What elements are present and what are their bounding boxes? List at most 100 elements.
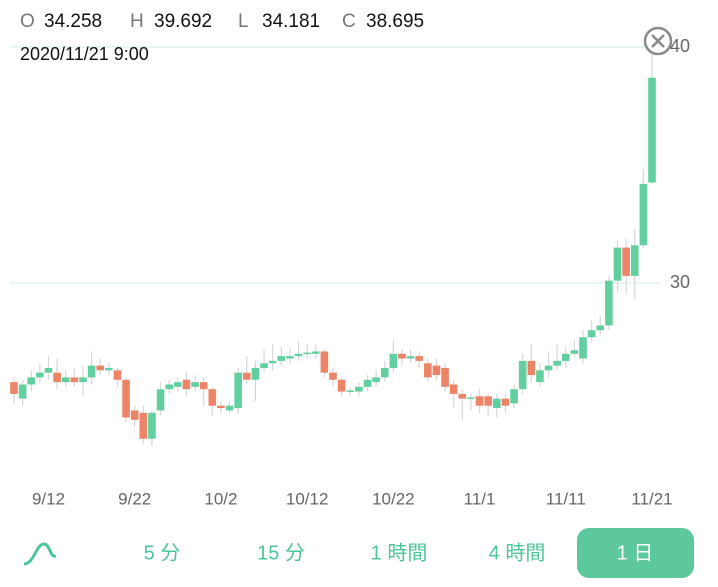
active-tab-bg[interactable] bbox=[577, 528, 694, 578]
candle-body bbox=[484, 396, 492, 406]
candle-body bbox=[596, 325, 605, 331]
candle-body bbox=[501, 398, 510, 406]
ohlc-value: 34.258 bbox=[44, 11, 102, 32]
candle-body bbox=[303, 352, 311, 355]
candle-body bbox=[10, 382, 18, 394]
candle-body bbox=[441, 367, 449, 387]
candle-body bbox=[191, 382, 199, 387]
tab[interactable]: 1 時間 bbox=[371, 541, 428, 564]
candle-body bbox=[174, 382, 182, 387]
candle-body bbox=[467, 397, 475, 399]
y-tick-label: 40 bbox=[670, 36, 690, 56]
candle-body bbox=[570, 350, 579, 354]
candle-body bbox=[268, 360, 277, 364]
candle-body bbox=[579, 337, 587, 359]
candle-body bbox=[475, 396, 484, 406]
candle-body bbox=[544, 365, 553, 371]
candle-body bbox=[389, 353, 398, 368]
ohlc-value: 34.181 bbox=[262, 11, 320, 32]
candle-body bbox=[639, 183, 648, 246]
ohlc-value: 38.695 bbox=[366, 11, 424, 32]
candle-body bbox=[605, 280, 613, 326]
candle-body bbox=[139, 412, 148, 439]
candle-body bbox=[105, 367, 113, 371]
ohlc-label: L bbox=[238, 11, 249, 32]
close-cross[interactable] bbox=[651, 34, 665, 48]
candle-body bbox=[27, 377, 36, 385]
ohlc-label: H bbox=[130, 11, 144, 32]
candle-body bbox=[208, 389, 217, 406]
x-tick-label: 9/22 bbox=[118, 489, 151, 508]
candle-body bbox=[70, 377, 79, 383]
candle-body bbox=[320, 351, 329, 373]
candle-body bbox=[613, 247, 622, 281]
x-tick-label: 10/2 bbox=[204, 489, 237, 508]
candle-body bbox=[242, 372, 251, 380]
candle-body bbox=[156, 389, 165, 411]
tab[interactable]: 5 分 bbox=[144, 541, 181, 564]
candle-body bbox=[277, 356, 286, 361]
x-tick-label: 11/21 bbox=[631, 489, 672, 508]
candle-body bbox=[363, 379, 372, 387]
x-tick-label: 11/11 bbox=[546, 489, 586, 508]
candle-body bbox=[630, 245, 639, 276]
candle-body bbox=[458, 393, 467, 399]
candle-body bbox=[53, 372, 61, 383]
candle-body bbox=[415, 356, 424, 361]
candle-body bbox=[329, 372, 337, 380]
y-tick-label: 30 bbox=[670, 272, 690, 292]
plot: 30 40 9/12 9/22 10/2 10/12 10/22 11/1 11/11 11/21 bbox=[10, 36, 690, 508]
candle-body bbox=[44, 367, 53, 373]
candle-body bbox=[398, 353, 406, 359]
candle-body bbox=[294, 353, 303, 357]
tab[interactable]: 15 分 bbox=[257, 541, 305, 564]
candle-body bbox=[561, 353, 570, 361]
candle-body bbox=[182, 379, 191, 390]
candle-body bbox=[113, 370, 122, 380]
candle-body bbox=[148, 412, 156, 439]
x-tick-label: 10/22 bbox=[372, 489, 415, 508]
candle-body bbox=[311, 351, 320, 354]
candle-body bbox=[587, 330, 596, 338]
candle-body bbox=[372, 377, 380, 383]
candle-body bbox=[553, 360, 561, 366]
candle-body bbox=[122, 379, 130, 418]
candle-body bbox=[527, 360, 536, 376]
candle-body bbox=[406, 356, 415, 359]
ohlc-header: O 34.258 H 39.692 L 34.181 C 38.695 bbox=[20, 11, 424, 32]
candle-body bbox=[251, 367, 260, 380]
ohlc-value: 39.692 bbox=[154, 11, 212, 32]
candle-body bbox=[337, 379, 346, 392]
candle-body bbox=[432, 365, 441, 376]
tab[interactable]: 4 時間 bbox=[489, 541, 546, 564]
candle-body bbox=[346, 390, 355, 392]
candle-body bbox=[225, 405, 234, 411]
candle-body bbox=[622, 247, 630, 276]
candle-body bbox=[61, 377, 70, 383]
candle-body bbox=[18, 384, 27, 399]
candle-body bbox=[424, 363, 432, 378]
crosshair-date: 2020/11/21 9:00 bbox=[20, 44, 149, 64]
candle-body bbox=[648, 77, 656, 183]
tab-bar: 5 分 15 分 1 時間 4 時間 1 日 bbox=[23, 528, 694, 578]
candle-body bbox=[87, 365, 96, 378]
close-button[interactable] bbox=[643, 26, 673, 56]
candle-body bbox=[234, 372, 242, 409]
candle-body bbox=[130, 410, 139, 420]
x-tick-label: 11/1 bbox=[464, 489, 496, 508]
tab[interactable]: 1 日 bbox=[617, 542, 654, 564]
line-chart-toggle[interactable] bbox=[23, 542, 57, 566]
candle-body bbox=[355, 386, 363, 392]
candle-body bbox=[536, 370, 544, 383]
ohlc-label: O bbox=[20, 11, 35, 32]
candle-body bbox=[518, 360, 527, 390]
x-tick-label: 9/12 bbox=[32, 489, 65, 508]
candle-body bbox=[217, 405, 225, 409]
candle-body bbox=[36, 372, 44, 378]
candle-body bbox=[493, 398, 501, 409]
candle-body bbox=[380, 367, 389, 378]
candle-body bbox=[79, 377, 87, 383]
candle-body bbox=[96, 365, 105, 371]
